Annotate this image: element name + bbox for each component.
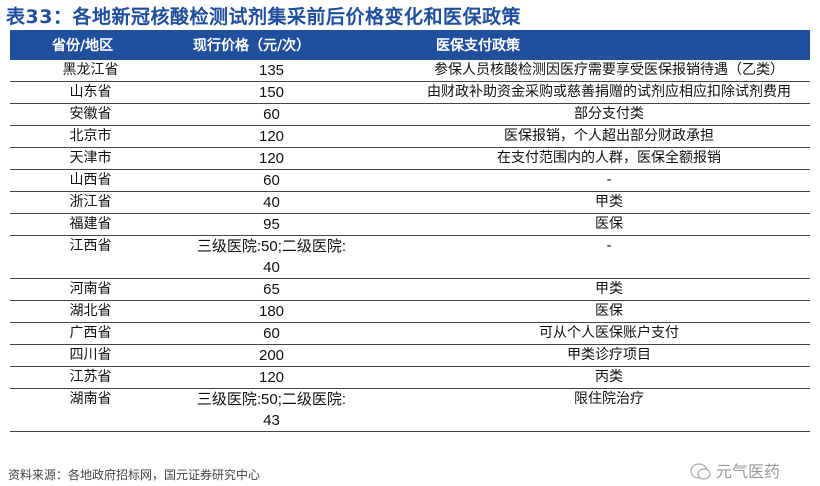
cell-price: 三级医院:50;二级医院: 40 [196, 238, 347, 276]
header-price: 现行价格（元/次） [193, 38, 311, 54]
table-row: 江西省 三级医院:50;二级医院: 40 - [10, 236, 810, 279]
table-row: 福建省 95 医保 [10, 214, 810, 236]
cell-price: 60 [263, 325, 280, 342]
cell-province: 福建省 [69, 216, 112, 232]
table-row: 广西省 60 可从个人医保账户支付 [10, 323, 810, 345]
cell-policy: 限住院治疗 [574, 391, 644, 407]
source-note: 资料来源：各地政府招标网，国元证券研究中心 [8, 468, 261, 482]
price-policy-table: 省份/地区 现行价格（元/次） 医保支付政策 黑龙江省 135 参保人员核酸检测因医… [10, 30, 810, 432]
table-row: 黑龙江省 135 参保人员核酸检测因医疗需要享受医保报销待遇（乙类） [10, 60, 810, 82]
wechat-icon [690, 463, 711, 480]
cell-policy: 医保 [595, 216, 623, 232]
watermark-text: 元气医药 [716, 462, 781, 481]
cell-price: 65 [263, 281, 280, 298]
table-row: 河南省 65 甲类 [10, 279, 810, 301]
cell-price: 120 [258, 150, 285, 167]
cell-policy: 丙类 [595, 369, 623, 385]
cell-policy: 在支付范围内的人群，医保全额报销 [497, 150, 721, 166]
cell-price: 三级医院:50;二级医院: 43 [196, 391, 347, 429]
cell-policy: - [606, 238, 612, 254]
cell-policy: 部分支付类 [574, 106, 644, 122]
cell-province: 浙江省 [69, 194, 112, 210]
header-policy: 医保支付政策 [436, 38, 520, 54]
cell-province: 四川省 [69, 347, 112, 363]
cell-price: 40 [263, 194, 280, 211]
cell-policy: 医保 [595, 303, 623, 319]
table-row: 天津市 120 在支付范围内的人群，医保全额报销 [10, 148, 810, 170]
table-title: 表33：各地新冠核酸检测试剂集采前后价格变化和医保政策 [6, 6, 521, 28]
cell-price: 180 [258, 303, 285, 320]
table-row: 江苏省 120 丙类 [10, 367, 810, 389]
cell-policy: 甲类 [595, 194, 623, 210]
cell-policy: 可从个人医保账户支付 [539, 325, 679, 341]
header-province: 省份/地区 [52, 38, 114, 54]
cell-policy: 由财政补助资金采购或慈善捐赠的试剂应相应扣除试剂费用 [427, 84, 791, 100]
cell-province: 黑龙江省 [62, 62, 119, 78]
cell-province: 湖南省 [69, 391, 112, 407]
cell-price: 200 [258, 347, 285, 364]
cell-province: 江西省 [69, 238, 112, 254]
cell-province: 天津市 [69, 150, 112, 166]
cell-price: 120 [258, 369, 285, 386]
cell-province: 广西省 [69, 325, 112, 341]
watermark: 元气医药 [690, 462, 780, 482]
table-row: 湖南省 三级医院:50;二级医院: 43 限住院治疗 [10, 389, 810, 432]
cell-policy: 医保报销，个人超出部分财政承担 [504, 128, 714, 144]
cell-price: 60 [263, 106, 280, 123]
cell-price: 95 [263, 216, 280, 233]
cell-province: 湖北省 [69, 303, 112, 319]
cell-policy: 参保人员核酸检测因医疗需要享受医保报销待遇（乙类） [434, 62, 784, 78]
cell-province: 北京市 [69, 128, 112, 144]
table-row: 山西省 60 - [10, 170, 810, 192]
table-row: 安徽省 60 部分支付类 [10, 104, 810, 126]
cell-price: 150 [258, 84, 285, 101]
cell-province: 山西省 [69, 172, 112, 188]
table-row: 四川省 200 甲类诊疗项目 [10, 345, 810, 367]
cell-price: 60 [263, 172, 280, 189]
cell-province: 河南省 [69, 281, 112, 297]
cell-price: 120 [258, 128, 285, 145]
table-row: 山东省 150 由财政补助资金采购或慈善捐赠的试剂应相应扣除试剂费用 [10, 82, 810, 104]
table-header: 省份/地区 现行价格（元/次） 医保支付政策 [10, 30, 810, 60]
table-row: 浙江省 40 甲类 [10, 192, 810, 214]
cell-policy: - [606, 172, 612, 188]
cell-policy: 甲类 [595, 281, 623, 297]
cell-price: 135 [258, 62, 285, 79]
table-row: 北京市 120 医保报销，个人超出部分财政承担 [10, 126, 810, 148]
cell-province: 安徽省 [69, 106, 112, 122]
table-row: 湖北省 180 医保 [10, 301, 810, 323]
cell-province: 江苏省 [69, 369, 112, 385]
cell-policy: 甲类诊疗项目 [567, 347, 651, 363]
cell-province: 山东省 [69, 84, 112, 100]
